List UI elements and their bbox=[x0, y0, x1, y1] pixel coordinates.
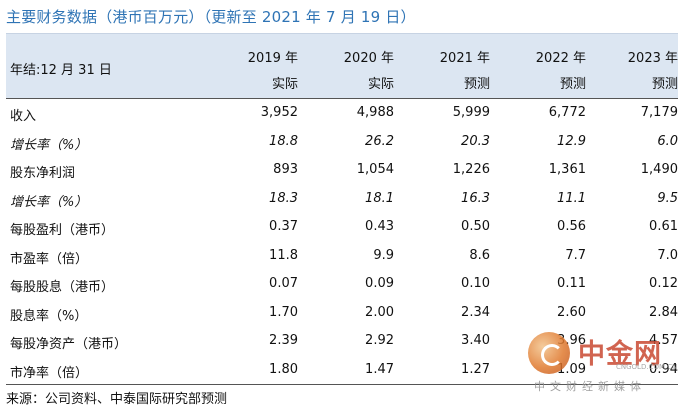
cngold-logo-icon bbox=[528, 332, 570, 374]
table-cell: 20.3 bbox=[461, 133, 490, 149]
table-cell: 0.11 bbox=[557, 276, 586, 291]
table-cell: 2.84 bbox=[649, 304, 678, 320]
table-cell: 0.43 bbox=[365, 219, 394, 234]
table-cell: 1,490 bbox=[640, 162, 678, 177]
table-row: 每股股息（港币） 0.07 0.09 0.10 0.11 0.12 bbox=[6, 270, 678, 299]
header-row-label: 年结:12 月 31 日 bbox=[10, 63, 112, 78]
table-cell: 0.07 bbox=[269, 276, 298, 291]
column-year: 2023 年 bbox=[627, 51, 678, 66]
table-cell: 9.5 bbox=[657, 190, 678, 206]
table-cell: 3,952 bbox=[260, 105, 298, 120]
table-cell: 0.10 bbox=[461, 276, 490, 291]
table-cell: 2.92 bbox=[365, 333, 394, 348]
table-row: 市盈率（倍） 11.8 9.9 8.6 7.7 7.0 bbox=[6, 242, 678, 271]
row-label: 每股净资产（港币） bbox=[10, 337, 128, 352]
row-label: 股东净利润 bbox=[10, 166, 76, 181]
row-label: 每股股息（港币） bbox=[10, 280, 115, 295]
table-cell: 6,772 bbox=[548, 105, 586, 120]
source-note: 来源：公司资料、中泰国际研究部预测 bbox=[6, 392, 228, 407]
table-cell: 9.9 bbox=[373, 247, 394, 263]
table-cell: 0.50 bbox=[461, 219, 490, 234]
column-header-2023: 2023 年 预测 bbox=[586, 46, 678, 98]
table-cell: 893 bbox=[273, 162, 298, 177]
table-cell: 7.0 bbox=[657, 247, 678, 263]
table-row: 股东净利润 893 1,054 1,226 1,361 1,490 bbox=[6, 156, 678, 185]
table-cell: 1,361 bbox=[548, 162, 586, 177]
row-label: 增长率（%） bbox=[10, 137, 88, 153]
table-row: 每股净资产（港币） 2.39 2.92 3.40 3.96 4.57 bbox=[6, 327, 678, 356]
table-cell: 1.27 bbox=[461, 361, 490, 377]
table-cell: 1.80 bbox=[269, 361, 298, 377]
row-label: 增长率（%） bbox=[10, 194, 88, 210]
table-cell: 11.1 bbox=[557, 190, 586, 206]
watermark-brand: 中金网 bbox=[578, 339, 662, 370]
column-type: 实际 bbox=[367, 77, 394, 92]
table-cell: 26.2 bbox=[365, 133, 394, 149]
table-row: 收入 3,952 4,988 5,999 6,772 7,179 bbox=[6, 99, 678, 128]
table-cell: 0.94 bbox=[649, 361, 678, 377]
table-row: 股息率（%） 1.70 2.00 2.34 2.60 2.84 bbox=[6, 299, 678, 328]
table-cell: 1,054 bbox=[356, 162, 394, 177]
column-type: 实际 bbox=[271, 77, 298, 92]
column-type: 预测 bbox=[463, 77, 490, 92]
column-year: 2021 年 bbox=[439, 51, 490, 66]
table-bottom-rule bbox=[6, 384, 678, 385]
watermark: 中金网 CNGOLD.COM.CN 中文财经新媒体 bbox=[524, 326, 684, 396]
table-cell: 1.70 bbox=[269, 304, 298, 320]
table-cell: 0.61 bbox=[649, 219, 678, 234]
table-cell: 7,179 bbox=[640, 105, 678, 120]
table-cell: 11.8 bbox=[269, 247, 298, 263]
table-row: 每股盈利（港币） 0.37 0.43 0.50 0.56 0.61 bbox=[6, 213, 678, 242]
table-cell: 2.34 bbox=[461, 304, 490, 320]
table-cell: 0.12 bbox=[649, 276, 678, 291]
table-cell: 6.0 bbox=[657, 133, 678, 149]
table-cell: 2.60 bbox=[557, 304, 586, 320]
table-cell: 8.6 bbox=[469, 247, 490, 263]
table-cell: 4,988 bbox=[356, 105, 394, 120]
table-cell: 0.37 bbox=[269, 219, 298, 234]
row-label: 收入 bbox=[10, 109, 37, 124]
column-year: 2019 年 bbox=[247, 51, 298, 66]
header-divider bbox=[6, 98, 678, 99]
table-cell: 2.00 bbox=[365, 304, 394, 320]
column-header-2022: 2022 年 预测 bbox=[494, 46, 586, 98]
table-header: 年结:12 月 31 日 2019 年 实际 2020 年 实际 2021 年 … bbox=[6, 33, 678, 98]
column-year: 2022 年 bbox=[535, 51, 586, 66]
table-cell: 18.3 bbox=[269, 190, 298, 206]
table-cell: 7.7 bbox=[565, 247, 586, 263]
table-cell: 5,999 bbox=[452, 105, 490, 120]
table-cell: 4.57 bbox=[649, 333, 678, 348]
table-row: 增长率（%） 18.8 26.2 20.3 12.9 6.0 bbox=[6, 128, 678, 157]
row-label: 股息率（%） bbox=[10, 308, 88, 324]
table-cell: 12.9 bbox=[557, 133, 586, 149]
row-label: 每股盈利（港币） bbox=[10, 223, 115, 238]
table-title: 主要财务数据（港币百万元）（更新至 2021 年 7 月 19 日） bbox=[6, 8, 416, 26]
table-cell: 18.1 bbox=[365, 190, 394, 206]
watermark-slogan: 中文财经新媒体 bbox=[534, 380, 646, 393]
column-header-2020: 2020 年 实际 bbox=[302, 46, 394, 98]
table-cell: 18.8 bbox=[269, 133, 298, 149]
column-type: 预测 bbox=[651, 77, 678, 92]
table-cell: 2.39 bbox=[269, 333, 298, 348]
column-header-2021: 2021 年 预测 bbox=[398, 46, 490, 98]
table-cell: 1.47 bbox=[365, 361, 394, 377]
table-cell: 16.3 bbox=[461, 190, 490, 206]
table-cell: 3.40 bbox=[461, 333, 490, 348]
row-label: 市盈率（倍） bbox=[10, 251, 89, 267]
table-cell: 1,226 bbox=[452, 162, 490, 177]
table-cell: 0.56 bbox=[557, 219, 586, 234]
column-type: 预测 bbox=[559, 77, 586, 92]
table-cell: 0.09 bbox=[365, 276, 394, 291]
column-year: 2020 年 bbox=[343, 51, 394, 66]
table-row: 增长率（%） 18.3 18.1 16.3 11.1 9.5 bbox=[6, 185, 678, 214]
row-label: 市净率（倍） bbox=[10, 365, 89, 381]
watermark-url: CNGOLD.COM.CN bbox=[616, 363, 678, 371]
column-header-2019: 2019 年 实际 bbox=[206, 46, 298, 98]
